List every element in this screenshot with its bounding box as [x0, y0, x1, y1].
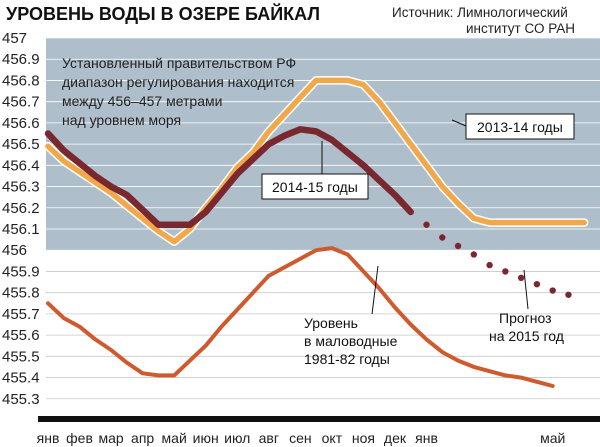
- forecast-point: [565, 291, 572, 298]
- forecast-point: [533, 280, 541, 288]
- y-tick-label: 456.7: [2, 94, 40, 111]
- x-tick-label: апр: [131, 430, 154, 446]
- forecast-line-2: на 2015 год: [489, 328, 564, 344]
- source-line-1: Источник: Лимнологический: [392, 5, 568, 20]
- label-2014-15-box: [261, 173, 369, 200]
- y-tick-label: 456.1: [2, 221, 40, 238]
- forecast-point: [423, 221, 430, 228]
- x-tick-label: июн: [193, 430, 219, 446]
- series-2013-14-line: [45, 77, 587, 245]
- note-line-3: между 456–457 метрами: [62, 93, 222, 109]
- x-tick-label: ноя: [352, 430, 375, 446]
- forecast-point: [502, 268, 509, 275]
- y-tick-label: 455.7: [2, 306, 40, 323]
- label-forecast: Прогноз на 2015 год: [489, 310, 564, 344]
- label-2014-15: 2014-15 годы: [261, 173, 369, 200]
- forecast-line-1: Прогноз: [499, 310, 552, 326]
- y-tick-label: 456.2: [2, 200, 40, 217]
- leader-low-water: [371, 265, 379, 315]
- x-tick-label: янв: [415, 430, 438, 446]
- y-tick-label: 456.5: [2, 136, 40, 153]
- x-tick-label: окт: [322, 430, 343, 446]
- x-tick-label: сен: [289, 430, 312, 446]
- y-tick-label: 455.4: [2, 370, 40, 387]
- label-2014-15-text: 2014-15 годы: [272, 179, 358, 195]
- x-tick-label: июл: [224, 430, 250, 446]
- x-axis-line: [38, 416, 600, 422]
- x-tick-label: янв: [37, 430, 60, 446]
- label-2013-14-text: 2013-14 годы: [477, 119, 563, 135]
- y-tick-label: 455.5: [2, 348, 40, 365]
- low-line-3: 1981-82 годы: [304, 351, 390, 367]
- x-tick-label: май: [540, 430, 565, 446]
- x-tick-label: дек: [384, 430, 407, 446]
- y-tick-label: 456.8: [2, 72, 40, 89]
- forecast-point: [549, 287, 556, 294]
- y-tick-label: 456.6: [2, 115, 40, 132]
- note-line-4: над уровнем моря: [62, 112, 181, 128]
- forecast-point: [517, 274, 525, 282]
- x-tick-label: май: [162, 430, 187, 446]
- label-2013-14-box: [465, 113, 575, 140]
- y-tick-label: 457: [2, 30, 27, 47]
- x-tick-label: мар: [98, 430, 123, 446]
- forecast-point: [470, 251, 478, 258]
- forecast-point: [454, 242, 462, 250]
- leader-forecast: [523, 269, 529, 310]
- y-tick-label: 456.3: [2, 179, 40, 196]
- source-line-2: институт СО РАН: [466, 21, 575, 36]
- y-axis-ticks: 457 456.9 456.8 456.7 456.6 456.5 456.4 456.3 45…: [2, 30, 40, 408]
- series-1981-82-line: [46, 246, 555, 388]
- y-tick-label: 455.3: [2, 391, 40, 408]
- x-axis: янв фев мар апр май июн июл авг сен окт ноя дек янв м…: [37, 416, 600, 446]
- low-line-2: в маловодные: [304, 333, 398, 349]
- label-2013-14: 2013-14 годы: [465, 113, 575, 140]
- note-line-2: диапазон регулирования находится: [62, 74, 294, 90]
- y-tick-label: 456.4: [2, 157, 40, 174]
- series-layer: [43, 76, 589, 388]
- leader-2013-14: [451, 119, 467, 127]
- y-tick-label: 456: [2, 242, 27, 259]
- y-tick-label: 455.8: [2, 285, 40, 302]
- label-leaders: [321, 119, 529, 315]
- y-tick-label: 455.6: [2, 327, 40, 344]
- y-tick-label: 455.9: [2, 263, 40, 280]
- low-line-1: Уровень: [304, 315, 358, 331]
- y-tick-label: 456.9: [2, 51, 40, 68]
- forecast-point: [486, 261, 493, 269]
- x-tick-label: фев: [66, 430, 93, 446]
- note-line-1: Установленный правительством РФ: [62, 55, 296, 71]
- chart-title: УРОВЕНЬ ВОДЫ В ОЗЕРЕ БАЙКАЛ: [6, 3, 320, 24]
- label-low-water: Уровень в маловодные 1981-82 годы: [304, 315, 398, 367]
- regulation-note: Установленный правительством РФ диапазон…: [62, 55, 296, 128]
- x-tick-label: авг: [259, 430, 279, 446]
- series-2014-15-line: [44, 126, 414, 229]
- forecast-point: [439, 234, 446, 241]
